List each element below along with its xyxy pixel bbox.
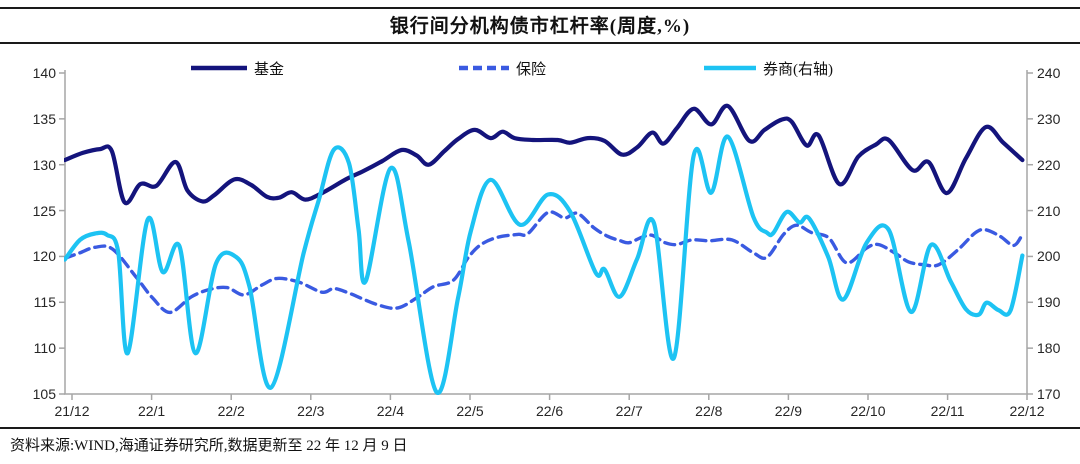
y-right-tick-label: 190 xyxy=(1037,294,1061,311)
x-tick-label: 22/12 xyxy=(1009,403,1045,419)
x-tick-label: 22/10 xyxy=(850,403,886,419)
y-left-tick-label: 110 xyxy=(33,340,56,357)
y-right-tick-label: 210 xyxy=(1037,202,1061,219)
title-underline-rule xyxy=(0,42,1080,44)
series-lines xyxy=(64,103,1025,395)
x-tick-label: 22/8 xyxy=(695,403,723,419)
y-right-tick-label: 180 xyxy=(1037,340,1061,357)
y-right-tick-label: 240 xyxy=(1037,65,1061,81)
y-right-tick-label: 230 xyxy=(1037,110,1061,127)
series-broker-line xyxy=(64,134,1025,395)
broker-line-swatch-icon xyxy=(704,65,756,71)
chart-title: 银行间分机构债市杠杆率(周度,%) xyxy=(389,16,691,37)
x-tick-label: 21/12 xyxy=(54,403,90,419)
legend-item-broker: 券商(右轴) xyxy=(703,58,833,78)
x-tick-label: 22/3 xyxy=(297,403,325,419)
x-tick-label: 22/9 xyxy=(774,403,803,419)
top-rule xyxy=(0,7,1080,9)
source-note: 资料来源:WIND,海通证券研究所,数据更新至 22 年 12 月 9 日 xyxy=(10,438,408,454)
insurance-line-swatch-icon xyxy=(459,65,509,71)
y-left-tick-label: 105 xyxy=(32,386,56,402)
legend-label-insurance: 保险 xyxy=(516,61,547,78)
series-insurance-line xyxy=(64,210,1025,315)
legend-item-insurance: 保险 xyxy=(458,58,546,78)
y-left-tick-label: 125 xyxy=(32,202,56,219)
y-left-tick-label: 120 xyxy=(32,248,56,265)
fund-line-swatch-icon xyxy=(191,65,247,71)
x-tick-label: 22/5 xyxy=(456,403,484,419)
x-tick-label: 22/4 xyxy=(376,403,405,419)
y-left-tick-label: 115 xyxy=(33,294,56,311)
footer-rule xyxy=(0,427,1080,429)
series-fund-line xyxy=(64,103,1025,206)
x-tick-label: 22/1 xyxy=(137,403,166,419)
y-left-tick-label: 140 xyxy=(32,65,56,81)
y-right-tick-label: 170 xyxy=(1037,386,1061,402)
x-tick-label: 22/6 xyxy=(535,403,564,419)
x-tick-label: 22/11 xyxy=(930,403,965,419)
axes xyxy=(59,70,1033,400)
y-left-tick-label: 135 xyxy=(32,110,56,127)
y-right-tick-label: 220 xyxy=(1037,156,1061,173)
legend-label-fund: 基金 xyxy=(254,61,285,78)
legend-label-broker: 券商(右轴) xyxy=(763,61,833,78)
legend-item-fund: 基金 xyxy=(190,58,284,78)
y-left-tick-label: 130 xyxy=(32,156,56,173)
y-right-tick-label: 200 xyxy=(1037,248,1061,265)
x-tick-label: 22/2 xyxy=(217,403,245,419)
x-tick-label: 22/7 xyxy=(615,403,643,419)
